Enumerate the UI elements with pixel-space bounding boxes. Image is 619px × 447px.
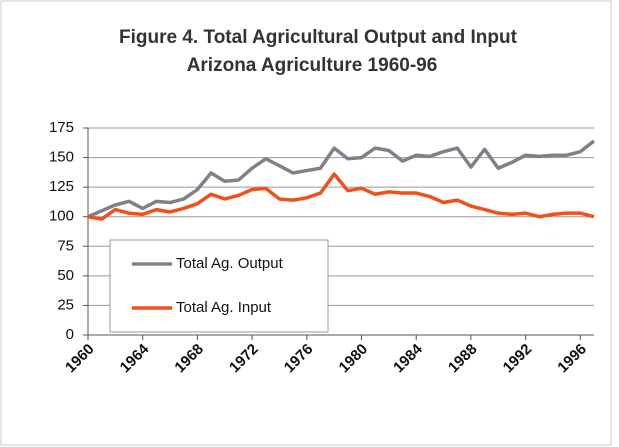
legend-label: Total Ag. Output — [176, 255, 284, 272]
y-tick-label: 100 — [49, 208, 74, 225]
legend-label: Total Ag. Input — [176, 299, 272, 316]
y-tick-label: 25 — [57, 296, 74, 313]
chart-title: Figure 4. Total Agricultural Output and … — [119, 27, 518, 48]
chart-subtitle: Arizona Agriculture 1960-96 — [187, 55, 438, 76]
y-tick-label: 0 — [66, 326, 74, 343]
y-tick-label: 75 — [57, 237, 74, 254]
y-tick-label: 175 — [49, 119, 74, 136]
y-tick-label: 50 — [57, 267, 74, 284]
line-series — [87, 172, 595, 221]
legend-box — [109, 239, 329, 333]
y-tick-label: 150 — [49, 149, 74, 166]
line-series — [87, 139, 596, 219]
y-tick-label: 125 — [49, 178, 74, 195]
